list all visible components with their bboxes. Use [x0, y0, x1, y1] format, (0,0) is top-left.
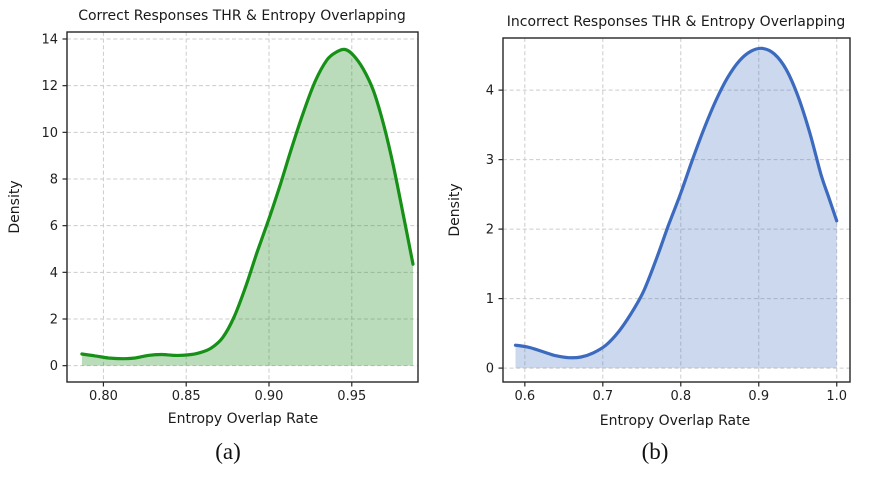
kde-plot-correct: 0.80 0.85 0.90 0.95 0 2 4 6 8 10 12 14	[41, 31, 419, 404]
kde-fill	[81, 49, 414, 366]
y-tick-label: 0	[50, 359, 58, 374]
subfigure-caption-a: (a)	[215, 439, 241, 464]
x-tick-label: 0.95	[337, 389, 366, 404]
x-tick-label: 0.80	[89, 389, 118, 404]
y-tick-label: 10	[41, 126, 58, 141]
y-tick-label: 3	[486, 153, 494, 168]
chart-a-x-axis-label: Entropy Overlap Rate	[167, 411, 319, 427]
chart-b-title: Incorrect Responses THR & Entropy Overla…	[506, 14, 846, 30]
y-tick-label: 4	[50, 266, 58, 281]
kde-curve	[80, 47, 415, 361]
x-tick-label: 0.85	[172, 389, 201, 404]
x-tick-label: 0.8	[670, 389, 691, 404]
chart-b-y-axis-label: Density	[447, 183, 463, 237]
y-tick-label: 8	[50, 173, 58, 188]
chart-a-title: Correct Responses THR & Entropy Overlapp…	[78, 8, 406, 24]
chart-a-y-axis-label: Density	[7, 180, 23, 234]
y-tick-label: 0	[486, 362, 494, 377]
y-tick-label: 4	[486, 84, 494, 99]
y-tick-label: 2	[50, 313, 58, 328]
y-tick-label: 12	[41, 79, 58, 94]
x-tick-label: 0.7	[592, 389, 613, 404]
x-tick-label: 1.0	[826, 389, 847, 404]
y-tick-label: 1	[486, 292, 494, 307]
x-tick-label: 0.9	[748, 389, 769, 404]
x-tick-label: 0.90	[255, 389, 284, 404]
plot-frame	[66, 31, 419, 383]
y-tick-label: 2	[486, 223, 494, 238]
plot-frame	[502, 37, 851, 383]
subfigure-caption-b: (b)	[641, 439, 669, 464]
chart-b-x-axis-label: Entropy Overlap Rate	[599, 413, 751, 429]
y-tick-label: 14	[41, 33, 58, 48]
x-tick-label: 0.6	[514, 389, 535, 404]
kde-plot-incorrect: 0.6 0.7 0.8 0.9 1.0 0 1 2 3 4	[486, 37, 851, 404]
y-tick-label: 6	[50, 219, 58, 234]
kde-curve	[513, 46, 839, 360]
